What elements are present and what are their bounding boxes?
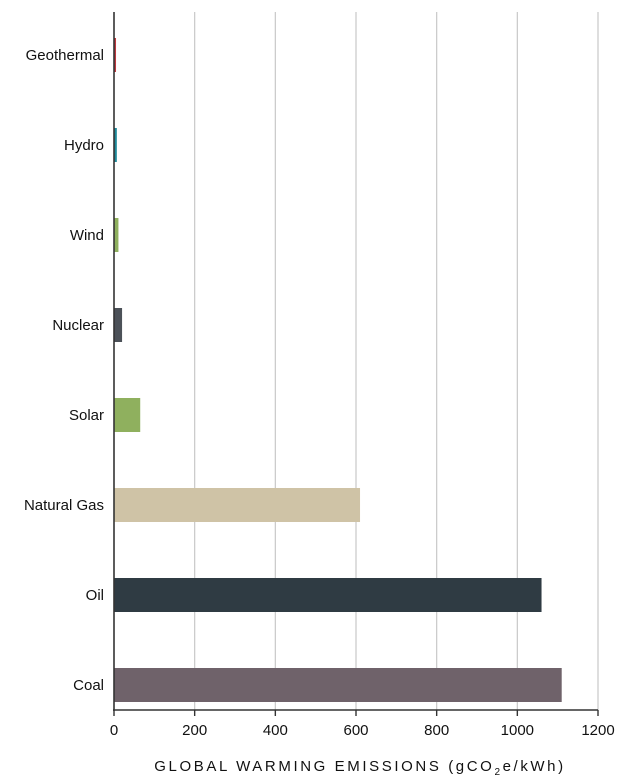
axes — [113, 12, 599, 716]
x-axis-title-prefix: GLOBAL WARMING EMISSIONS (gCO — [154, 758, 494, 775]
bar-geothermal — [114, 38, 117, 72]
category-label-hydro: Hydro — [64, 137, 104, 154]
bar-wind — [114, 218, 119, 252]
x-tick-label-0: 0 — [110, 722, 118, 739]
bar-hydro — [114, 128, 117, 162]
x-axis-title-suffix: e/kWh) — [503, 758, 566, 775]
x-tick-label-600: 600 — [343, 722, 368, 739]
category-label-oil: Oil — [86, 587, 104, 604]
x-tick-label-200: 200 — [182, 722, 207, 739]
category-label-geothermal: Geothermal — [26, 47, 104, 64]
bar-natural-gas — [114, 488, 361, 522]
bars — [114, 38, 562, 702]
x-tick-label-400: 400 — [263, 722, 288, 739]
bar-coal — [114, 668, 562, 702]
category-label-coal: Coal — [73, 677, 104, 694]
category-label-solar: Solar — [69, 407, 104, 424]
category-label-nuclear: Nuclear — [52, 317, 104, 334]
x-tick-label-800: 800 — [424, 722, 449, 739]
x-axis-title-subscript: 2 — [494, 767, 502, 778]
category-label-natural-gas: Natural Gas — [24, 497, 104, 514]
x-tick-label-1000: 1000 — [501, 722, 534, 739]
bar-nuclear — [114, 308, 123, 342]
bar-solar — [114, 398, 141, 432]
x-tick-labels: 0 200 400 600 800 1000 1200 — [110, 722, 615, 739]
category-label-wind: Wind — [70, 227, 104, 244]
x-axis-title: GLOBAL WARMING EMISSIONS (gCO2e/kWh) — [154, 758, 565, 778]
bar-oil — [114, 578, 542, 612]
category-labels: Geothermal Hydro Wind Nuclear Solar Natural G… — [24, 47, 104, 694]
x-tick-label-1200: 1200 — [581, 722, 614, 739]
